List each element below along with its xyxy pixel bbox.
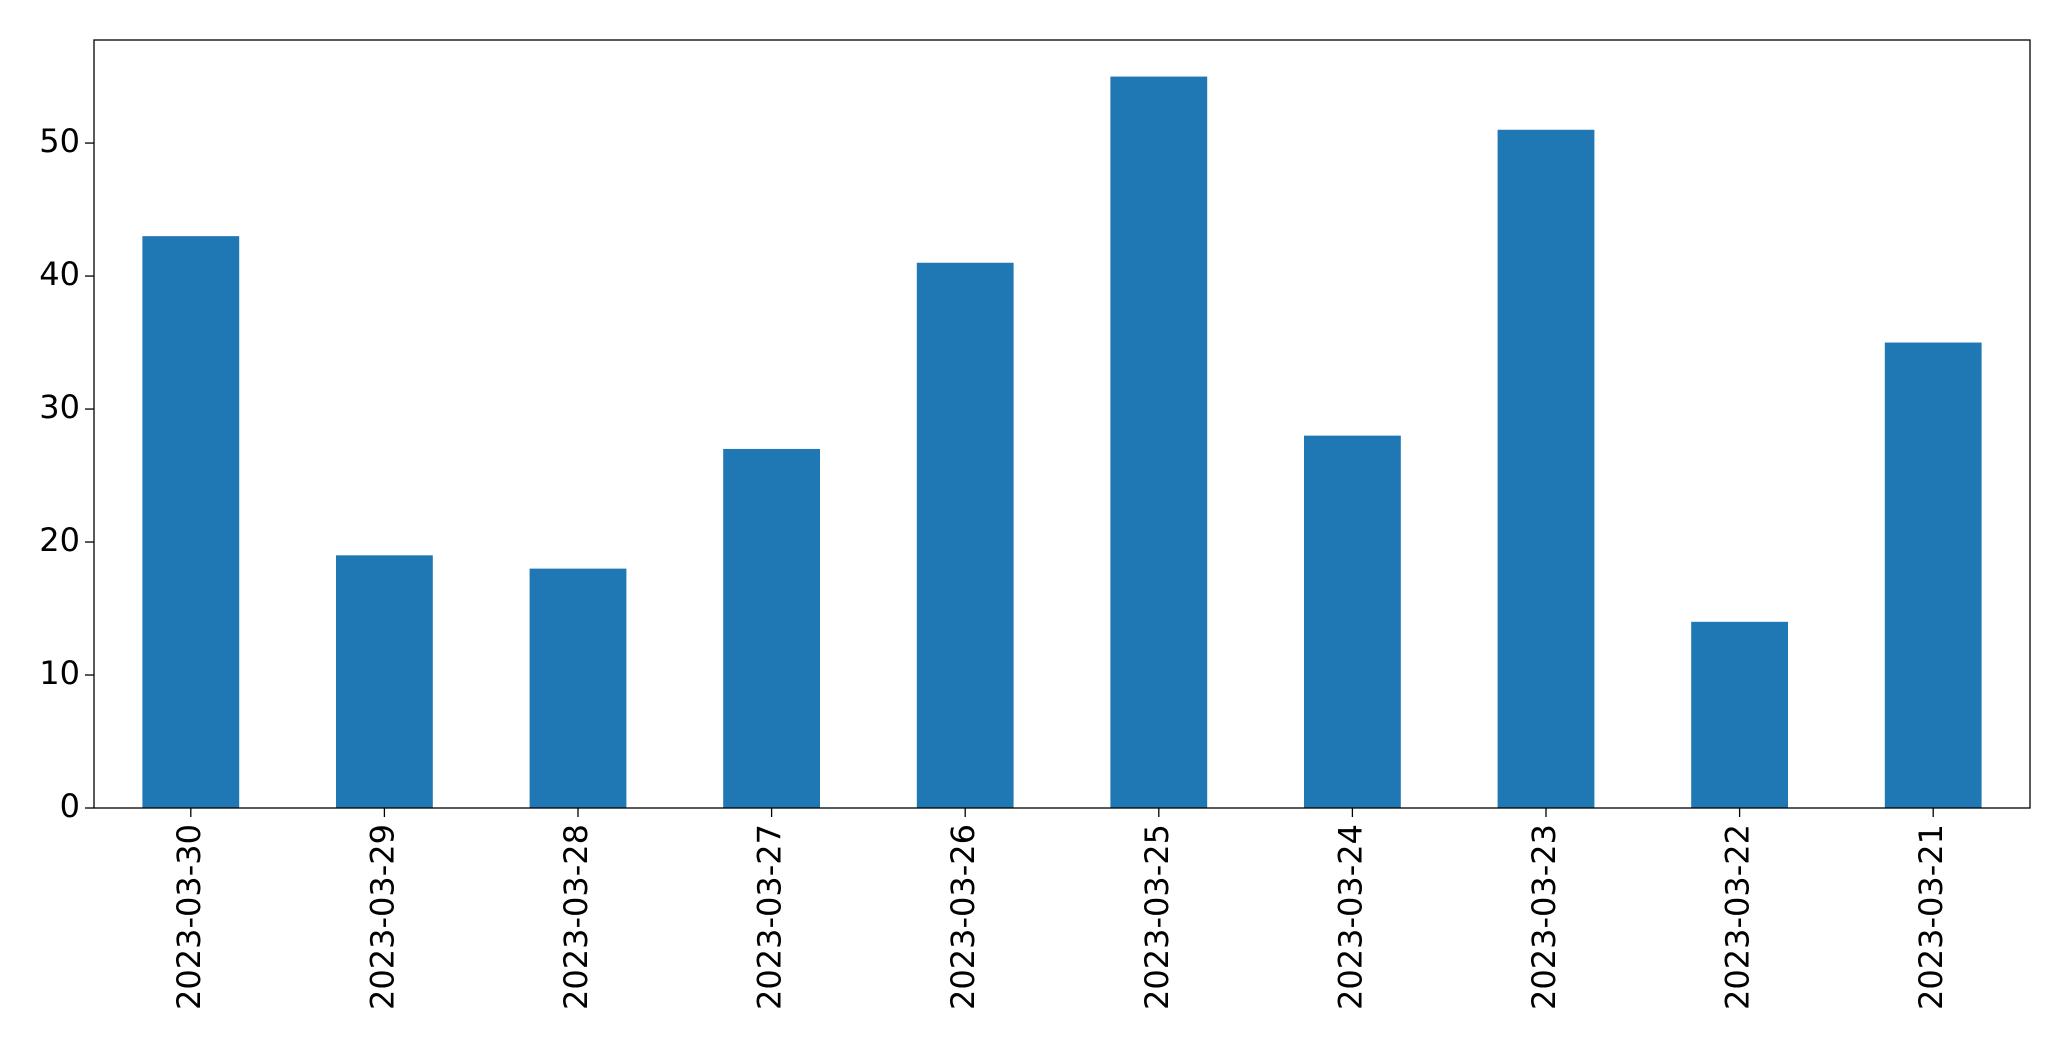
y-tick-label: 10: [39, 654, 80, 692]
bar: [336, 555, 433, 808]
bar: [1884, 342, 1982, 808]
y-tick-label: 20: [39, 521, 80, 559]
x-tick-label: 2023-03-23: [1525, 824, 1563, 1010]
bar: [1110, 76, 1208, 809]
x-tick-label: 2023-03-22: [1719, 824, 1757, 1010]
plot-frame: [93, 39, 2031, 809]
bar: [529, 568, 627, 808]
bar: [916, 262, 1014, 808]
x-tick-label: 2023-03-29: [363, 824, 401, 1010]
y-tick-label: 50: [39, 122, 80, 160]
bar: [1304, 435, 1401, 808]
bar: [1691, 621, 1788, 808]
bar: [142, 236, 240, 809]
x-tick-label: 2023-03-28: [557, 824, 595, 1010]
x-tick-label: 2023-03-21: [1912, 824, 1950, 1010]
bar: [723, 448, 820, 808]
y-tick-label: 30: [39, 388, 80, 426]
bar: [1497, 129, 1595, 808]
y-tick-label: 0: [60, 787, 80, 825]
x-tick-label: 2023-03-27: [751, 824, 789, 1010]
x-tick-label: 2023-03-24: [1331, 824, 1369, 1010]
x-tick-label: 2023-03-25: [1138, 824, 1176, 1010]
y-tick-label: 40: [39, 255, 80, 293]
x-tick-label: 2023-03-26: [944, 824, 982, 1010]
x-tick-label: 2023-03-30: [170, 824, 208, 1010]
